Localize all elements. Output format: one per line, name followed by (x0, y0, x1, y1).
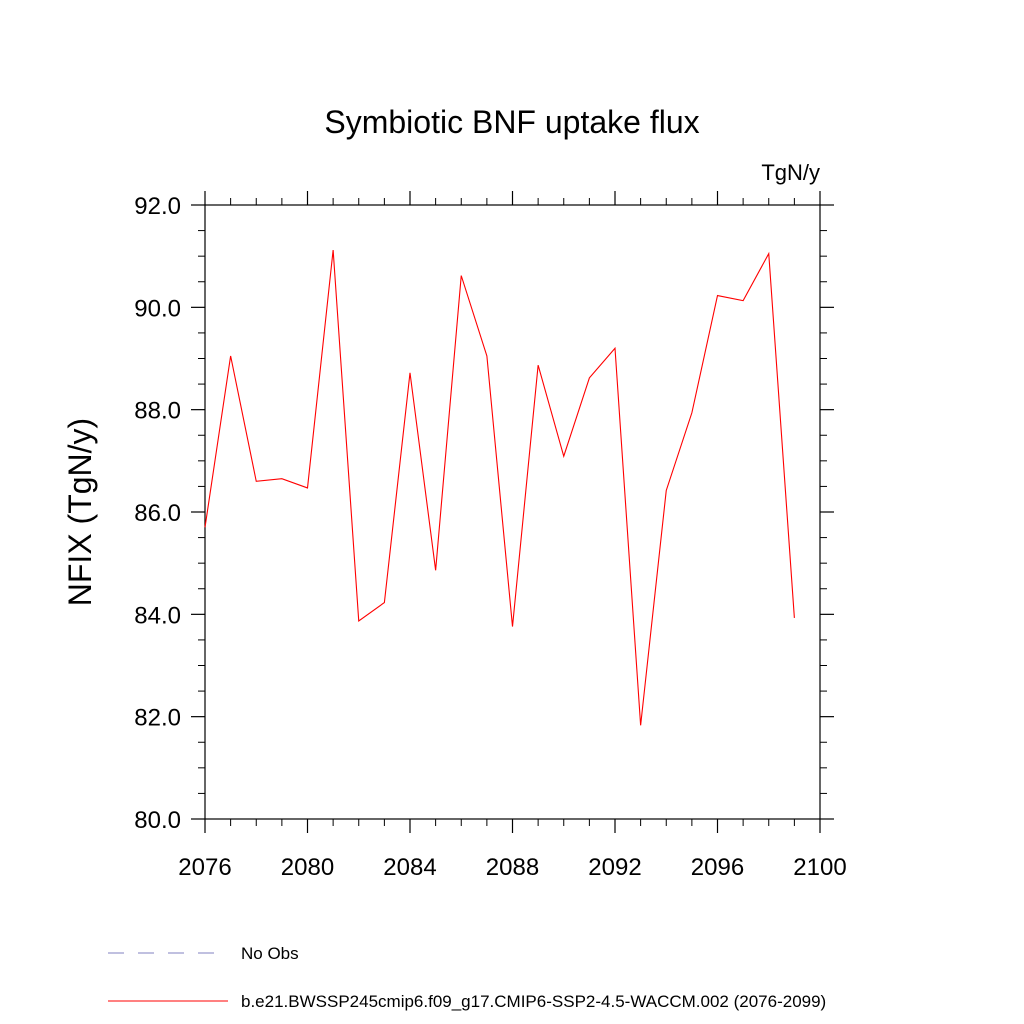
series-line (204, 249, 795, 726)
units-label: TgN/y (761, 160, 820, 185)
x-tick-label: 2084 (383, 854, 436, 881)
x-tick-label: 2092 (588, 854, 641, 881)
y-tick-label: 92.0 (134, 193, 181, 220)
y-tick-label: 86.0 (134, 500, 181, 527)
legend: No Obs b.e21.BWSSP245cmip6.f09_g17.CMIP6-… (108, 944, 826, 1011)
y-tick-label: 80.0 (134, 807, 181, 834)
y-tick-label: 82.0 (134, 705, 181, 732)
x-axis: 2076 2080 2084 2088 2092 2096 2100 (178, 191, 847, 881)
y-axis: 80.0 82.0 84.0 86.0 88.0 90.0 92.0 (134, 193, 834, 834)
y-tick-label: 88.0 (134, 398, 181, 425)
series-layer (204, 249, 795, 726)
x-tick-label: 2088 (486, 854, 539, 881)
chart-title: Symbiotic BNF uptake flux (324, 104, 699, 140)
x-tick-label: 2096 (691, 854, 744, 881)
x-tick-label: 2080 (281, 854, 334, 881)
x-tick-label: 2076 (178, 854, 231, 881)
y-tick-label: 84.0 (134, 602, 181, 629)
y-axis-label: NFIX (TgN/y) (62, 418, 98, 606)
legend-label: No Obs (241, 944, 299, 963)
legend-label: b.e21.BWSSP245cmip6.f09_g17.CMIP6-SSP2-4… (241, 992, 826, 1011)
x-tick-label: 2100 (793, 854, 846, 881)
y-tick-label: 90.0 (134, 295, 181, 322)
